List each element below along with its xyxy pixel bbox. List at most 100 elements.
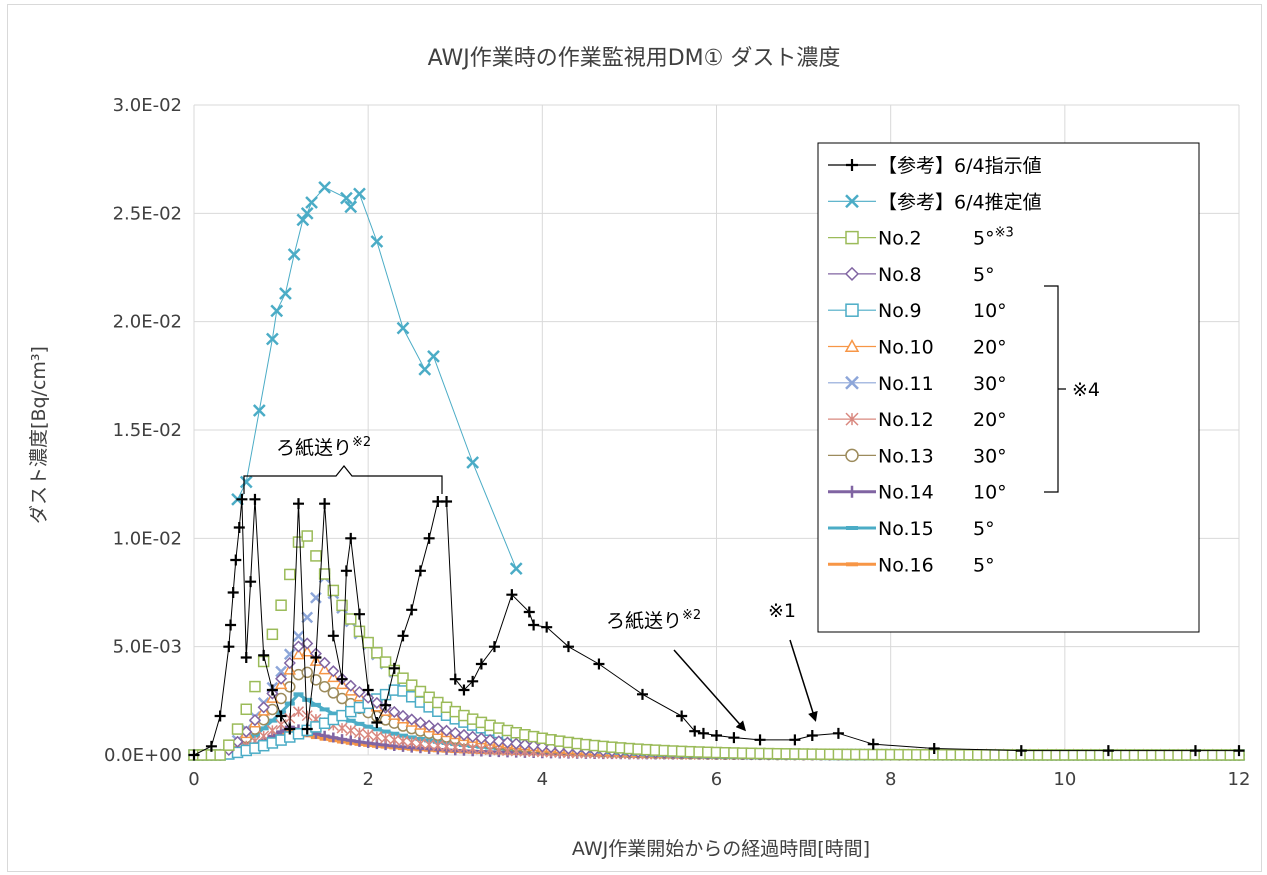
- square-marker: [327, 584, 340, 597]
- filter-feed-brace: [243, 465, 443, 494]
- plus-marker: [293, 498, 304, 510]
- data-point: [457, 728, 471, 741]
- asterisk-marker: [458, 742, 470, 754]
- plus-marker: [245, 576, 257, 588]
- plus-marker: [441, 496, 453, 507]
- plus-marker: [380, 699, 392, 711]
- legend-marker: [845, 448, 859, 463]
- data-point: [380, 699, 392, 711]
- x-marker: [292, 630, 305, 643]
- plus-marker: [319, 498, 331, 510]
- plus-marker: [541, 621, 553, 633]
- asterisk-marker: [475, 743, 487, 755]
- data-point: [266, 703, 279, 716]
- x-tick-labels: 0 2 4 6 8 10 12: [188, 769, 1250, 790]
- data-point: [449, 673, 461, 685]
- plus-marker: [458, 684, 470, 696]
- data-point: [475, 743, 487, 755]
- legend-entry: No.11 30°: [828, 373, 1007, 395]
- x-tick-label: 0: [188, 769, 199, 790]
- filter-feed-label: ろ紙送り※2: [276, 435, 371, 459]
- plus-marker: [562, 641, 574, 653]
- plus-marker: [240, 652, 252, 663]
- plus-marker: [249, 493, 261, 505]
- plus-marker: [225, 619, 237, 631]
- square-marker: [292, 536, 305, 548]
- y-tick-label: 0.0E+00: [104, 745, 182, 766]
- note4-brace: [1044, 285, 1066, 493]
- data-point: [414, 685, 427, 698]
- asterisk-marker: [467, 743, 479, 755]
- data-point: [418, 362, 432, 376]
- data-point: [230, 554, 242, 566]
- legend-angle: 20°: [973, 337, 1007, 359]
- data-point: [275, 710, 287, 722]
- x-marker: [509, 562, 523, 576]
- data-point: [318, 656, 331, 669]
- data-point: [344, 200, 358, 214]
- plus-marker: [593, 658, 605, 670]
- x-marker: [427, 349, 440, 363]
- diamond-marker: [396, 709, 410, 722]
- data-point: [353, 625, 366, 638]
- square-marker: [371, 647, 383, 659]
- legend-label: No.2: [878, 228, 922, 250]
- data-point: [789, 734, 801, 746]
- data-point: [292, 630, 305, 643]
- data-point: [458, 742, 470, 754]
- diamond-marker: [292, 640, 305, 653]
- legend-label: No.10: [878, 337, 934, 359]
- data-point: [371, 647, 383, 659]
- plus-marker: [1102, 745, 1114, 757]
- data-point: [379, 656, 392, 668]
- diamond-marker: [844, 266, 860, 281]
- data-point: [467, 743, 479, 755]
- data-point: [287, 248, 301, 261]
- data-point: [475, 658, 487, 670]
- data-point: [506, 589, 518, 601]
- x-marker: [296, 213, 310, 227]
- data-point: [293, 498, 304, 510]
- data-point: [449, 741, 461, 753]
- square-marker: [845, 303, 859, 317]
- legend-entry: No.14 10°: [828, 482, 1007, 504]
- x-marker: [340, 191, 353, 205]
- x-marker: [305, 196, 318, 209]
- legend-marker: [844, 338, 860, 353]
- data-point: [728, 732, 740, 744]
- plus-marker: [928, 743, 940, 754]
- note1-label: ※1: [768, 600, 796, 622]
- data-point: [233, 522, 245, 533]
- filter-feed-annotation: ろ紙送り※2: [243, 435, 443, 494]
- series-line: [237, 186, 517, 569]
- x-marker: [301, 611, 314, 624]
- plus-marker: [1189, 745, 1201, 757]
- data-point: [928, 743, 940, 754]
- asterisk-marker: [353, 727, 365, 739]
- plus-marker: [846, 485, 858, 498]
- data-point: [283, 656, 296, 670]
- square-marker: [223, 739, 235, 751]
- legend-entry: No.9 10°: [828, 300, 1007, 322]
- diamond-marker: [484, 733, 497, 746]
- asterisk-marker: [345, 724, 357, 737]
- data-point: [336, 692, 348, 705]
- data-point: [239, 475, 253, 489]
- data-point: [279, 287, 292, 300]
- y-axis-label: ダスト濃度[Bq/cm³]: [28, 346, 50, 524]
- data-point: [423, 739, 435, 751]
- note4-label: ※4: [1072, 379, 1100, 401]
- data-point: [510, 737, 523, 750]
- x-tick-label: 8: [885, 769, 896, 790]
- triangle-marker: [292, 648, 305, 660]
- legend-label: No.14: [878, 482, 934, 504]
- legend-angle: 30°: [973, 373, 1007, 395]
- data-point: [231, 723, 244, 735]
- data-point: [754, 734, 766, 746]
- plus-marker: [214, 710, 226, 722]
- data-point: [636, 688, 648, 700]
- data-point: [258, 649, 270, 661]
- data-point: [832, 727, 844, 739]
- diamond-marker: [275, 672, 288, 685]
